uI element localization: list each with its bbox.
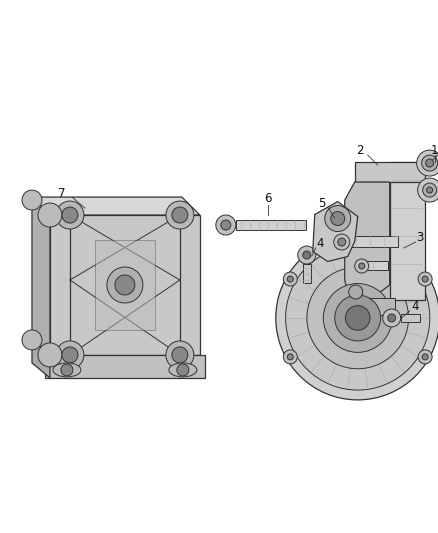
- Circle shape: [287, 354, 293, 360]
- Circle shape: [418, 178, 438, 202]
- Text: 3: 3: [416, 231, 424, 244]
- Circle shape: [56, 201, 84, 229]
- Circle shape: [115, 275, 135, 295]
- Ellipse shape: [53, 363, 81, 377]
- Circle shape: [166, 341, 194, 369]
- Circle shape: [221, 220, 231, 230]
- Circle shape: [283, 272, 297, 286]
- Ellipse shape: [169, 363, 197, 377]
- Circle shape: [423, 183, 437, 197]
- Text: 4: 4: [316, 237, 324, 249]
- Circle shape: [388, 314, 396, 322]
- Circle shape: [276, 236, 438, 400]
- Polygon shape: [358, 261, 388, 270]
- Circle shape: [38, 343, 62, 367]
- Circle shape: [166, 201, 194, 229]
- Circle shape: [172, 207, 188, 223]
- Circle shape: [418, 272, 432, 286]
- Polygon shape: [45, 355, 205, 378]
- Circle shape: [418, 350, 432, 364]
- Polygon shape: [355, 162, 425, 182]
- Circle shape: [323, 284, 392, 352]
- Circle shape: [334, 234, 350, 250]
- Text: 1: 1: [431, 143, 438, 157]
- Polygon shape: [338, 236, 398, 247]
- Circle shape: [286, 246, 430, 390]
- Circle shape: [216, 215, 236, 235]
- Polygon shape: [345, 182, 390, 300]
- Text: 6: 6: [264, 191, 272, 205]
- Circle shape: [298, 246, 316, 264]
- Circle shape: [61, 364, 73, 376]
- Circle shape: [422, 155, 438, 171]
- Circle shape: [22, 330, 42, 350]
- Circle shape: [355, 259, 369, 273]
- Text: 5: 5: [318, 197, 325, 209]
- Polygon shape: [32, 340, 50, 378]
- Circle shape: [62, 347, 78, 363]
- Circle shape: [331, 212, 345, 225]
- Circle shape: [307, 267, 409, 369]
- Circle shape: [427, 187, 433, 193]
- Circle shape: [283, 350, 297, 364]
- Circle shape: [346, 305, 370, 330]
- Polygon shape: [401, 314, 420, 322]
- Polygon shape: [368, 298, 395, 315]
- Circle shape: [107, 267, 143, 303]
- Circle shape: [422, 276, 428, 282]
- Circle shape: [383, 309, 401, 327]
- Polygon shape: [50, 215, 200, 355]
- Polygon shape: [313, 201, 358, 262]
- Text: 7: 7: [58, 187, 66, 199]
- Circle shape: [335, 295, 381, 341]
- Polygon shape: [236, 220, 306, 230]
- Circle shape: [287, 276, 293, 282]
- Circle shape: [338, 238, 346, 246]
- Circle shape: [38, 203, 62, 227]
- Text: 4: 4: [411, 301, 418, 313]
- Polygon shape: [303, 264, 311, 283]
- Polygon shape: [32, 197, 200, 215]
- Circle shape: [422, 354, 428, 360]
- Text: 2: 2: [356, 143, 364, 157]
- Circle shape: [22, 190, 42, 210]
- Circle shape: [56, 341, 84, 369]
- Polygon shape: [390, 162, 425, 300]
- Circle shape: [62, 207, 78, 223]
- Circle shape: [359, 263, 365, 269]
- Polygon shape: [95, 240, 155, 330]
- Polygon shape: [32, 197, 50, 355]
- Circle shape: [172, 347, 188, 363]
- Circle shape: [426, 159, 434, 167]
- Circle shape: [349, 285, 363, 299]
- Circle shape: [177, 364, 189, 376]
- Circle shape: [325, 206, 351, 231]
- Circle shape: [303, 251, 311, 259]
- Circle shape: [417, 150, 438, 176]
